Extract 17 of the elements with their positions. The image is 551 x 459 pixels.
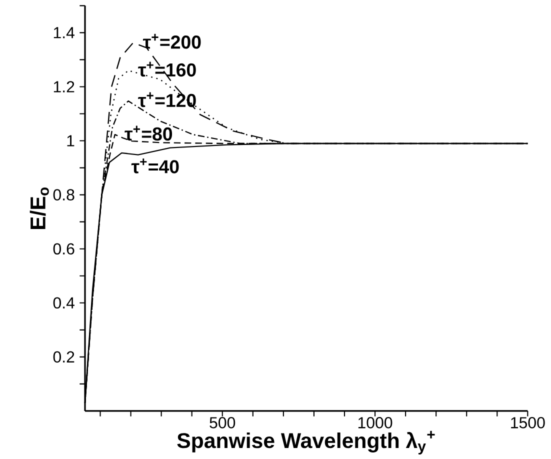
y-tick-label: 1.2 [54, 81, 74, 92]
series-label: τ$^{+}$=40 [131, 158, 179, 174]
x-tick-label: 1500 [511, 417, 545, 428]
y-tick-label: 0.4 [53, 297, 74, 309]
y-tick-label: 0.6 [53, 243, 74, 255]
x-tick-label: 500 [210, 417, 236, 428]
series-label: τ$^{+}$=80 [124, 126, 172, 141]
series-label: τ$^{+}$=160 [138, 62, 196, 77]
x-tick-label: 1000 [358, 417, 392, 428]
y-tick-label: 0.2 [53, 351, 74, 363]
y-tick-label: 1.4 [54, 27, 74, 38]
y-tick-label: 0.8 [53, 189, 74, 200]
series-label: τ$^{+}$=120 [138, 92, 196, 108]
y-axis-title: E/E$_{o}$ [30, 187, 49, 229]
x-axis-title: Spanwise Wavelength λ$_{y}$+ [177, 430, 435, 455]
y-tick-label: 1 [67, 135, 74, 146]
series-label: τ$^{+}$=200 [143, 34, 201, 49]
